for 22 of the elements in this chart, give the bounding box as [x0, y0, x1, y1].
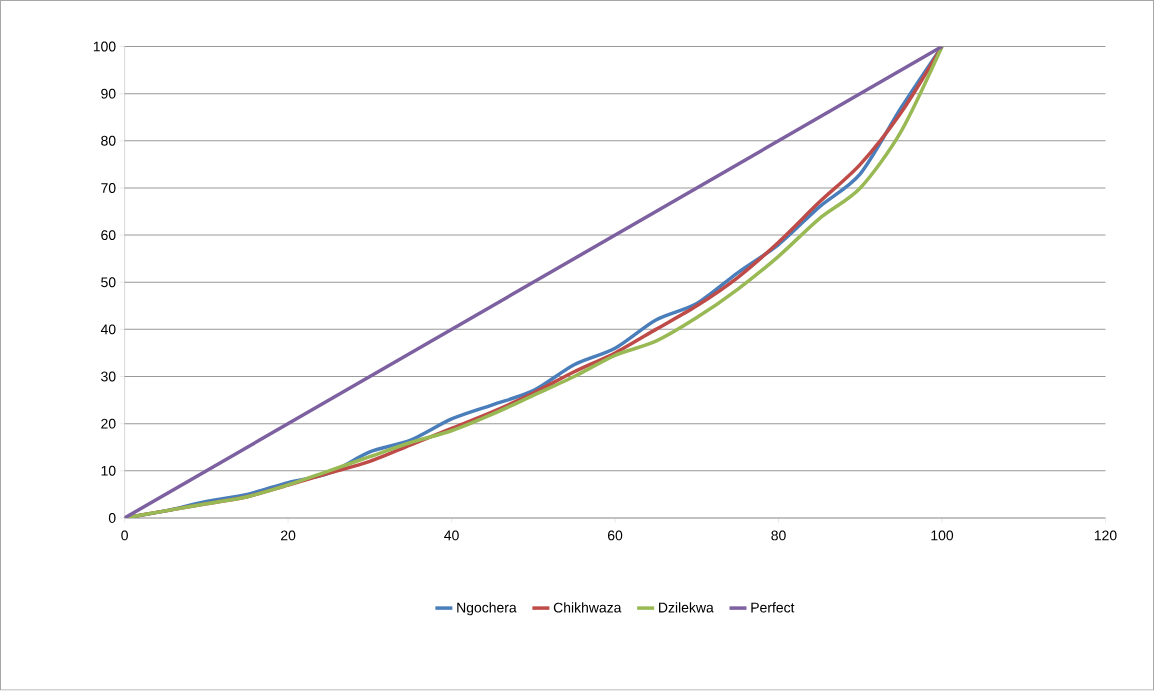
x-tick-label: 20 [281, 530, 296, 541]
y-tick-label: 100 [93, 41, 116, 52]
y-tick-label: 40 [100, 324, 116, 335]
legend-label: Dzilekwa [659, 602, 714, 613]
x-tick-label: 100 [931, 530, 954, 541]
x-tick-label: 80 [771, 530, 786, 541]
legend-label: Perfect [751, 602, 795, 613]
y-tick-label: 50 [101, 277, 116, 288]
y-tick-label: 30 [101, 371, 116, 382]
x-tick-label: 120 [1094, 530, 1117, 541]
y-tick-label: 10 [101, 466, 116, 476]
y-tick-label: 0 [108, 513, 116, 524]
x-tick-label: 0 [121, 530, 128, 541]
x-tick-label: 40 [444, 530, 459, 541]
y-tick-label: 70 [101, 183, 116, 194]
y-tick-label: 20 [101, 418, 116, 429]
legend-label: Ngochera [457, 602, 517, 616]
y-tick-label: 60 [101, 230, 116, 241]
legend-label: Chikhwaza [553, 602, 622, 613]
x-tick-label: 60 [607, 530, 623, 541]
y-tick-label: 90 [101, 88, 116, 99]
y-tick-label: 80 [101, 136, 116, 146]
